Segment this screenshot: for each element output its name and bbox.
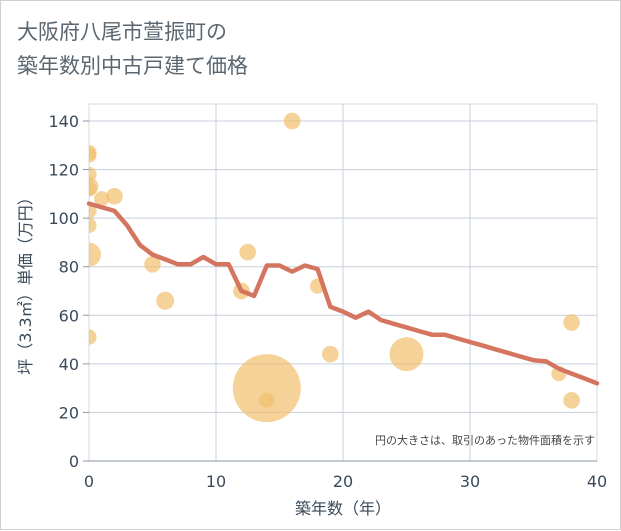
tick-labels: 0 10 20 30 40 0 20 40 60 80 100 120 140 xyxy=(48,112,607,491)
y-tick-label: 40 xyxy=(59,355,79,374)
y-tick-label: 20 xyxy=(59,403,79,422)
size-note: 円の大きさは、取引のあった物件面積を示す xyxy=(375,433,595,447)
bubble-point xyxy=(563,314,580,331)
bubble-point xyxy=(89,181,97,197)
average-price-line xyxy=(86,201,600,386)
bubble-point xyxy=(232,354,301,423)
bubble-point xyxy=(106,187,123,205)
bubble-point xyxy=(283,112,301,130)
x-axis-title: 築年数（年） xyxy=(295,499,391,518)
bubble-point xyxy=(321,345,339,363)
bubble-point xyxy=(239,243,257,261)
x-tick-label: 20 xyxy=(333,472,353,491)
x-tick-label: 40 xyxy=(587,472,607,491)
bubble-point xyxy=(144,255,161,273)
grid xyxy=(89,104,597,461)
x-tick-label: 10 xyxy=(206,472,226,491)
bubble-point xyxy=(89,217,97,234)
y-tick-label: 80 xyxy=(59,258,79,277)
y-tick-label: 60 xyxy=(59,306,79,325)
y-tick-label: 0 xyxy=(69,452,79,471)
bubbles xyxy=(89,112,580,423)
chart-title: 大阪府八尾市萱振町の 築年数別中古戸建て価格 xyxy=(17,15,248,83)
y-axis-title: 坪（3.3㎡）単価（万円） xyxy=(16,189,35,374)
bubble-point xyxy=(89,242,102,267)
x-tick-label: 0 xyxy=(84,472,94,491)
bubble-point xyxy=(259,392,275,408)
y-tick-label: 140 xyxy=(48,112,79,131)
bubble-point xyxy=(89,147,97,163)
bubble-point xyxy=(89,329,97,345)
bubble-point xyxy=(389,337,424,372)
bubble-point xyxy=(94,191,110,207)
bubble-point xyxy=(156,291,175,310)
y-tick-label: 100 xyxy=(48,209,79,228)
chart-title-line1: 大阪府八尾市萱振町の xyxy=(17,20,227,44)
bubble-point xyxy=(563,391,580,409)
x-tick-label: 30 xyxy=(460,472,480,491)
y-tick-label: 120 xyxy=(48,161,79,180)
chart-title-line2: 築年数別中古戸建て価格 xyxy=(17,54,248,78)
average-line-group xyxy=(86,201,600,386)
